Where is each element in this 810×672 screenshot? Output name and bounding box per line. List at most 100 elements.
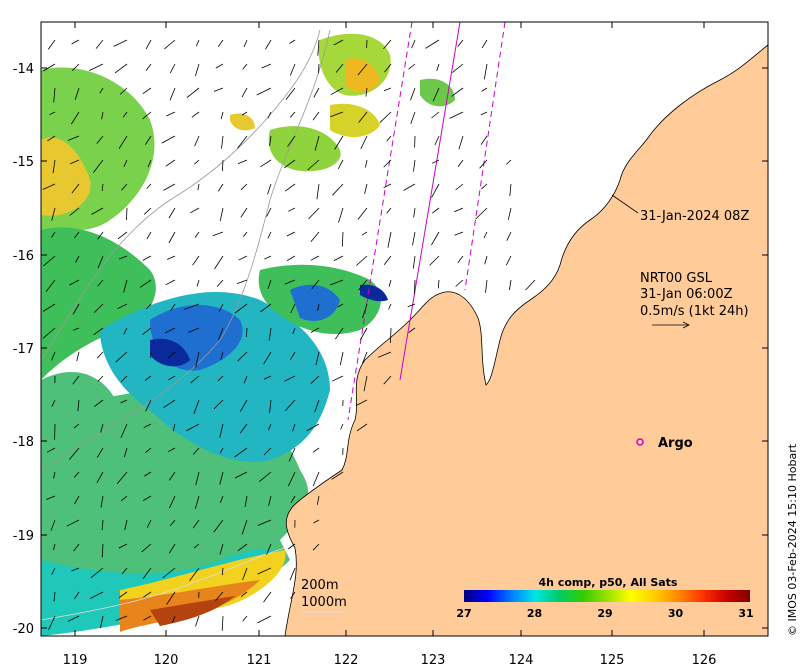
current-vector bbox=[314, 399, 320, 413]
current-vector bbox=[168, 231, 176, 244]
axis-ticks: 119 120 121 122 123 124 125 126 -14 -15 -16 -17 -18 -… bbox=[13, 22, 768, 668]
current-vector bbox=[97, 375, 104, 382]
current-vector bbox=[217, 39, 224, 48]
current-vector bbox=[192, 519, 200, 529]
current-vector bbox=[288, 447, 296, 462]
current-vector bbox=[120, 399, 128, 404]
current-vector bbox=[362, 303, 368, 319]
current-vector bbox=[144, 471, 152, 477]
current-vector bbox=[89, 591, 104, 600]
current-vector bbox=[219, 207, 224, 222]
current-vector bbox=[290, 591, 296, 599]
current-vector bbox=[331, 471, 344, 480]
current-vector bbox=[306, 423, 320, 432]
current-vector bbox=[431, 183, 440, 198]
current-vector bbox=[290, 303, 296, 314]
scale-arrowhead bbox=[682, 321, 690, 329]
current-vector bbox=[46, 495, 56, 500]
current-vector bbox=[143, 423, 152, 429]
current-vector bbox=[53, 471, 56, 479]
current-vector bbox=[378, 351, 392, 358]
current-vector bbox=[506, 159, 512, 165]
current-vector bbox=[119, 87, 128, 95]
current-vector bbox=[189, 567, 200, 581]
current-vector bbox=[45, 279, 56, 292]
current-vector bbox=[454, 231, 464, 236]
current-vector bbox=[115, 351, 128, 363]
current-vector bbox=[169, 63, 176, 74]
current-vector bbox=[168, 375, 176, 381]
current-vector bbox=[143, 495, 152, 501]
current-vector bbox=[386, 207, 392, 214]
current-vector bbox=[122, 111, 128, 118]
current-vector bbox=[483, 231, 488, 239]
argo-label: Argo bbox=[658, 436, 693, 451]
current-vector bbox=[219, 495, 224, 503]
current-vector bbox=[216, 279, 224, 287]
current-vector bbox=[218, 327, 224, 341]
current-vector bbox=[267, 111, 272, 119]
current-vector bbox=[194, 135, 200, 147]
current-vector bbox=[51, 207, 56, 221]
current-vector bbox=[285, 87, 296, 100]
current-vector bbox=[312, 447, 320, 453]
current-vector bbox=[221, 135, 224, 149]
current-vector bbox=[66, 519, 80, 527]
current-vector bbox=[52, 159, 56, 174]
current-vector bbox=[383, 39, 392, 49]
current-vector bbox=[99, 87, 104, 94]
current-vector bbox=[197, 183, 200, 191]
current-vector bbox=[234, 447, 248, 458]
current-vector bbox=[357, 63, 368, 76]
current-vector bbox=[403, 183, 416, 191]
current-vector bbox=[333, 255, 344, 261]
current-vector bbox=[221, 615, 224, 631]
current-vector bbox=[355, 399, 368, 406]
current-vector bbox=[238, 255, 248, 261]
current-vector bbox=[96, 447, 104, 458]
current-vector bbox=[117, 303, 128, 310]
current-vector bbox=[267, 183, 272, 195]
current-vector bbox=[265, 39, 272, 50]
current-vector bbox=[434, 135, 440, 146]
current-vector bbox=[101, 543, 104, 558]
current-vector bbox=[284, 183, 296, 192]
current-vector bbox=[429, 255, 440, 266]
current-vector bbox=[243, 375, 248, 384]
colorbar-tick-label: 30 bbox=[668, 607, 684, 620]
current-vector bbox=[144, 375, 152, 381]
current-vector bbox=[91, 207, 104, 215]
current-vector bbox=[334, 135, 344, 150]
current-vector bbox=[146, 231, 152, 240]
current-vector bbox=[190, 207, 200, 214]
current-vector bbox=[268, 327, 272, 341]
current-vector bbox=[263, 375, 272, 380]
current-vector bbox=[455, 183, 464, 191]
current-vector bbox=[89, 63, 104, 71]
x-axis-tick-label: 125 bbox=[600, 653, 625, 668]
current-vector bbox=[383, 255, 392, 266]
current-vector bbox=[241, 519, 248, 535]
current-vector bbox=[118, 543, 128, 549]
current-vector bbox=[47, 39, 56, 50]
current-vector bbox=[217, 183, 224, 192]
current-vector bbox=[449, 111, 464, 119]
current-vector bbox=[164, 39, 176, 50]
current-vector bbox=[383, 375, 392, 385]
current-vector bbox=[525, 279, 536, 291]
current-vector bbox=[120, 423, 128, 439]
current-vector bbox=[432, 87, 440, 102]
current-vector bbox=[168, 471, 176, 481]
current-vector bbox=[413, 207, 416, 218]
current-vector bbox=[287, 135, 296, 147]
current-vector bbox=[222, 159, 224, 172]
current-vector bbox=[480, 135, 488, 145]
current-vector bbox=[146, 303, 152, 310]
y-axis-tick-label: -18 bbox=[13, 435, 34, 450]
y-axis-tick-label: -14 bbox=[13, 62, 34, 77]
argo-marker bbox=[636, 438, 644, 446]
current-vector bbox=[283, 159, 296, 169]
current-vector bbox=[126, 207, 128, 221]
colorbar-tick-label: 31 bbox=[738, 607, 753, 620]
current-vector bbox=[237, 135, 248, 149]
